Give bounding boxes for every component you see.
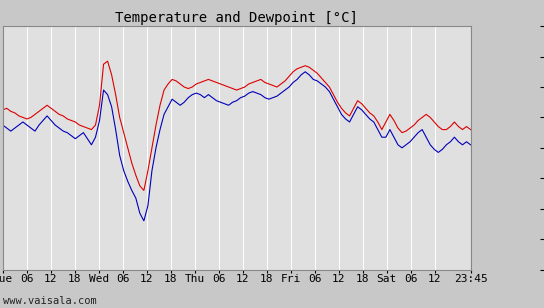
- Text: www.vaisala.com: www.vaisala.com: [3, 297, 96, 306]
- Title: Temperature and Dewpoint [°C]: Temperature and Dewpoint [°C]: [115, 11, 358, 25]
